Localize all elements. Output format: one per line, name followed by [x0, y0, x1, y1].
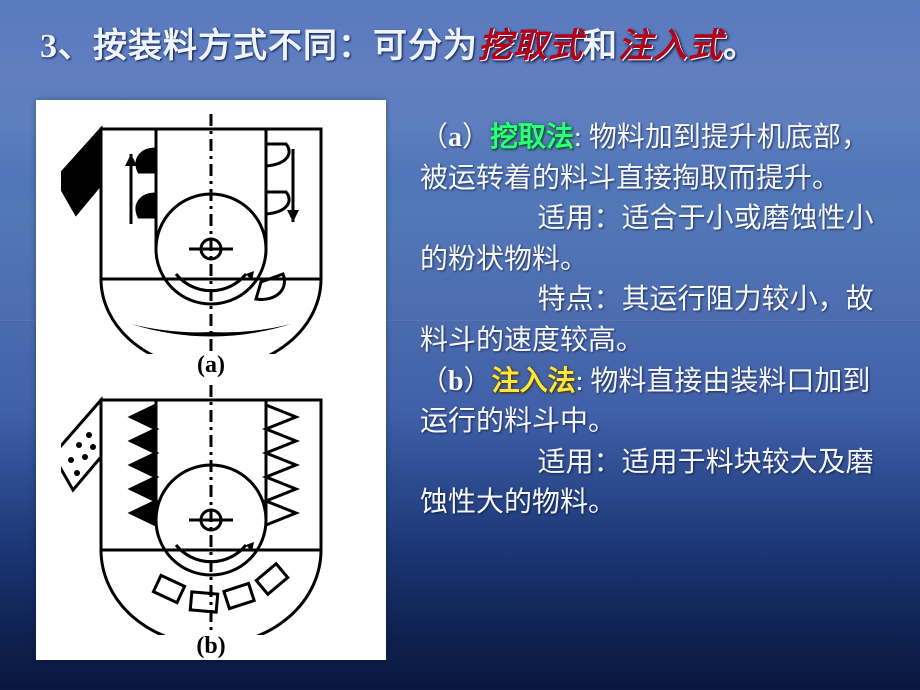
title-keyword-1: 挖取式: [478, 28, 583, 65]
diagram-a: [61, 114, 361, 354]
a-apply-head: 适用：: [538, 203, 622, 234]
b-open: （: [420, 366, 448, 397]
a-name: 挖取法: [490, 122, 574, 153]
a-colon: :: [574, 122, 582, 153]
diagram-b: [61, 385, 361, 635]
slide-title: 3、按装料方式不同：可分为挖取式和注入式。: [40, 18, 900, 67]
figure-label-b: (b): [50, 633, 372, 660]
a-apply: 适合于小或磨蚀性小的粉状物料。: [420, 203, 874, 275]
title-number: 3: [40, 28, 58, 65]
b-apply: 适用于料块较大及磨蚀性大的物料。: [420, 447, 874, 519]
title-mid: 和: [583, 28, 618, 65]
a-close: ）: [462, 122, 490, 153]
para-a-apply: 适用：适合于小或磨蚀性小的粉状物料。: [420, 199, 896, 280]
figure-label-a: (a): [50, 352, 372, 379]
slide: 3、按装料方式不同：可分为挖取式和注入式。: [0, 0, 920, 690]
para-b-apply: 适用：适用于料块较大及磨蚀性大的物料。: [420, 443, 896, 524]
para-a-feat: 特点：其运行阻力较小，故料斗的速度较高。: [420, 280, 896, 361]
b-letter: b: [448, 366, 464, 397]
title-keyword-2: 注入式: [618, 28, 723, 65]
a-open: （: [420, 122, 448, 153]
a-letter: a: [448, 122, 462, 153]
a-feat: 其运行阻力较小，故料斗的速度较高。: [420, 284, 874, 356]
title-end: 。: [723, 28, 758, 65]
body-text: （a）挖取法: 物料加到提升机底部，被运转着的料斗直接掏取而提升。 适用：适合于…: [420, 118, 896, 524]
para-a-desc: （a）挖取法: 物料加到提升机底部，被运转着的料斗直接掏取而提升。: [420, 118, 896, 199]
b-name: 注入法: [492, 366, 576, 397]
b-apply-head: 适用：: [538, 447, 622, 478]
b-close: ）: [464, 366, 492, 397]
title-lead: 按装料方式不同：可分为: [93, 28, 478, 65]
para-b-desc: （b）注入法: 物料直接由装料口加到运行的料斗中。: [420, 362, 896, 443]
title-sep: 、: [58, 28, 93, 65]
figure-panel: (a): [36, 100, 386, 660]
a-feat-head: 特点：: [538, 284, 622, 315]
